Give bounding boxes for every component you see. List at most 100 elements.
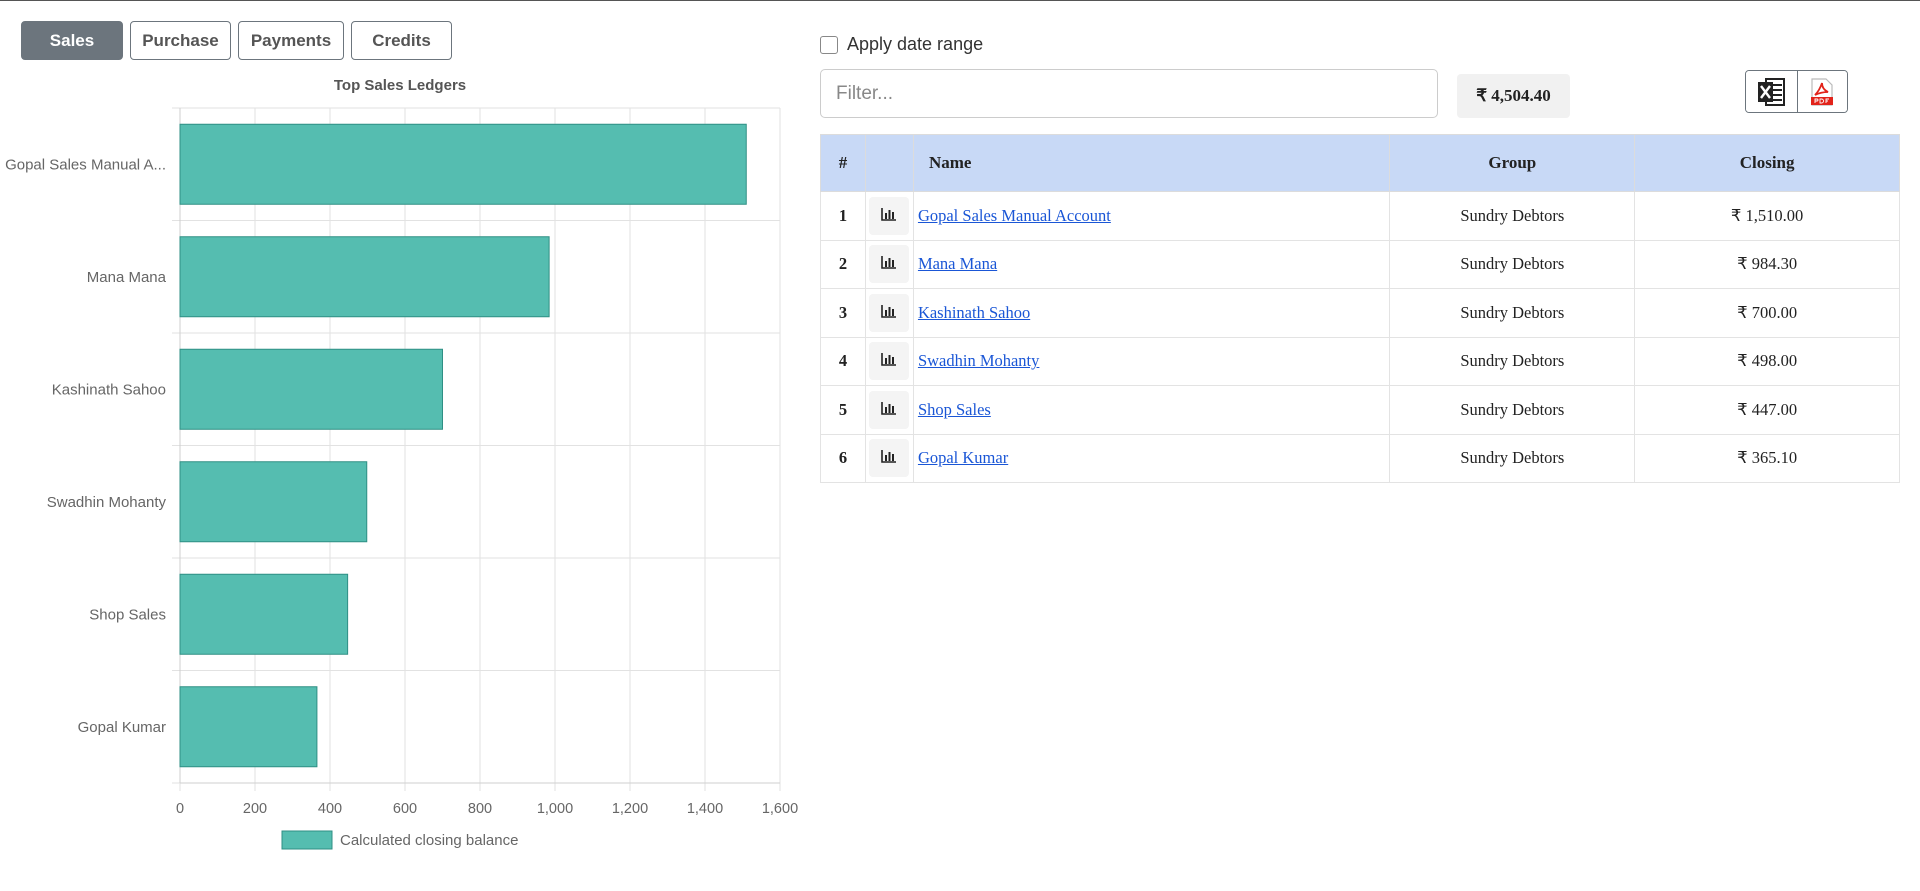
bar-3[interactable]: [179, 461, 368, 543]
row-name-cell: Shop Sales: [912, 385, 1391, 435]
x-tick-label: 1,600: [762, 801, 798, 817]
export-excel-button[interactable]: [1746, 71, 1797, 112]
ledger-name-link[interactable]: Gopal Sales Manual Account: [917, 205, 1111, 225]
bar-chart-icon: [881, 254, 897, 274]
header-icon: [864, 134, 914, 192]
x-tick-label: 1,400: [687, 801, 723, 817]
row-name-cell: Swadhin Mohanty: [912, 336, 1391, 386]
row-number: 2: [820, 239, 866, 289]
row-chart-button[interactable]: [869, 293, 910, 332]
row-closing: ₹ 1,510.00: [1634, 191, 1900, 241]
ledger-name-link[interactable]: Shop Sales: [917, 399, 991, 419]
table-row: 6 Gopal Kumar Sundry Debtors ₹ 365.10: [820, 433, 1900, 483]
chart-title: Top Sales Ledgers: [334, 77, 466, 94]
row-chart-button[interactable]: [869, 245, 910, 284]
y-category-label: Kashinath Sahoo: [52, 381, 166, 398]
tab-credits[interactable]: Credits: [351, 21, 452, 60]
tab-sales[interactable]: Sales: [21, 21, 123, 60]
y-category-label: Gopal Kumar: [78, 719, 166, 736]
row-name-cell: Gopal Sales Manual Account: [912, 191, 1391, 241]
row-group: Sundry Debtors: [1389, 288, 1636, 338]
bar-chart-icon: [881, 400, 897, 420]
date-range-toggle[interactable]: Apply date range: [820, 34, 983, 55]
row-closing: ₹ 984.30: [1634, 239, 1900, 289]
top-border: [0, 0, 1920, 1]
tab-purchase[interactable]: Purchase: [130, 21, 231, 60]
row-chart-button[interactable]: [869, 196, 910, 235]
header-closing[interactable]: Closing: [1634, 134, 1900, 192]
row-chart-cell: [864, 239, 914, 289]
y-category-label: Shop Sales: [89, 606, 166, 623]
row-group: Sundry Debtors: [1389, 239, 1636, 289]
legend-swatch: [281, 830, 333, 850]
row-chart-button[interactable]: [869, 439, 910, 478]
bar-chart: Top Sales Ledgers Gopal Sales Manual A..…: [5, 77, 798, 850]
bar-4[interactable]: [179, 573, 349, 655]
row-chart-cell: [864, 336, 914, 386]
row-name-cell: Gopal Kumar: [912, 433, 1391, 483]
row-chart-button[interactable]: [869, 342, 910, 381]
x-tick-label: 200: [243, 801, 267, 817]
row-chart-cell: [864, 385, 914, 435]
bar-chart-icon: [881, 303, 897, 323]
row-number: 6: [820, 433, 866, 483]
bar-0[interactable]: [179, 123, 747, 205]
date-range-label: Apply date range: [847, 34, 984, 54]
ledger-name-link[interactable]: Gopal Kumar: [917, 448, 1009, 468]
filter-input[interactable]: [820, 69, 1438, 118]
ledger-name-link[interactable]: Swadhin Mohanty: [917, 351, 1040, 371]
row-group: Sundry Debtors: [1389, 191, 1636, 241]
ledger-table: # Name Group Closing 1 Gopal Sales Manual…: [820, 134, 1900, 483]
row-chart-cell: [864, 433, 914, 483]
row-closing: ₹ 365.10: [1634, 433, 1900, 483]
row-closing: ₹ 447.00: [1634, 385, 1900, 435]
x-tick-label: 600: [393, 801, 417, 817]
row-name-cell: Mana Mana: [912, 239, 1391, 289]
table-row: 4 Swadhin Mohanty Sundry Debtors ₹ 498.00: [820, 336, 1900, 386]
x-tick-label: 0: [176, 801, 184, 817]
chart-x-ticks: 0 200 400 600 800 1,000 1,200 1,400 1,600: [176, 801, 798, 817]
bar-1[interactable]: [179, 236, 550, 318]
row-closing: ₹ 700.00: [1634, 288, 1900, 338]
x-tick-label: 800: [468, 801, 492, 817]
bar-chart-icon: [881, 351, 897, 371]
row-number: 1: [820, 191, 866, 241]
y-category-label: Swadhin Mohanty: [47, 494, 167, 511]
ledger-name-link[interactable]: Kashinath Sahoo: [917, 302, 1031, 322]
total-badge: ₹ 4,504.40: [1457, 74, 1570, 118]
y-category-label: Mana Mana: [87, 269, 167, 286]
header-group[interactable]: Group: [1389, 134, 1636, 192]
export-pdf-button[interactable]: [1796, 71, 1847, 112]
chart-legend[interactable]: Calculated closing balance: [281, 830, 518, 850]
y-category-label: Gopal Sales Manual A...: [5, 156, 166, 173]
table-row: 1 Gopal Sales Manual Account Sundry Debtor…: [820, 191, 1900, 241]
row-group: Sundry Debtors: [1389, 385, 1636, 435]
bar-5[interactable]: [179, 686, 318, 768]
chart-bars: [179, 123, 747, 768]
date-range-checkbox[interactable]: [820, 35, 838, 54]
table-header-row: # Name Group Closing: [820, 134, 1900, 192]
row-group: Sundry Debtors: [1389, 336, 1636, 386]
excel-icon: [1758, 77, 1786, 106]
ledger-name-link[interactable]: Mana Mana: [917, 254, 998, 274]
row-closing: ₹ 498.00: [1634, 336, 1900, 386]
table-row: 2 Mana Mana Sundry Debtors ₹ 984.30: [820, 239, 1900, 289]
row-chart-cell: [864, 288, 914, 338]
bar-2[interactable]: [179, 348, 443, 430]
tab-payments[interactable]: Payments: [238, 21, 344, 60]
bar-chart-icon: [881, 448, 897, 468]
row-number: 3: [820, 288, 866, 338]
header-name[interactable]: Name: [912, 134, 1391, 192]
pdf-icon: [1811, 77, 1834, 106]
row-chart-button[interactable]: [869, 390, 910, 429]
row-number: 5: [820, 385, 866, 435]
x-tick-label: 400: [318, 801, 342, 817]
export-buttons: [1745, 70, 1848, 113]
row-chart-cell: [864, 191, 914, 241]
row-name-cell: Kashinath Sahoo: [912, 288, 1391, 338]
row-number: 4: [820, 336, 866, 386]
ledger-tabs: Sales Purchase Payments Credits: [21, 21, 452, 60]
legend-label: Calculated closing balance: [340, 832, 518, 849]
row-group: Sundry Debtors: [1389, 433, 1636, 483]
x-tick-label: 1,000: [537, 801, 573, 817]
